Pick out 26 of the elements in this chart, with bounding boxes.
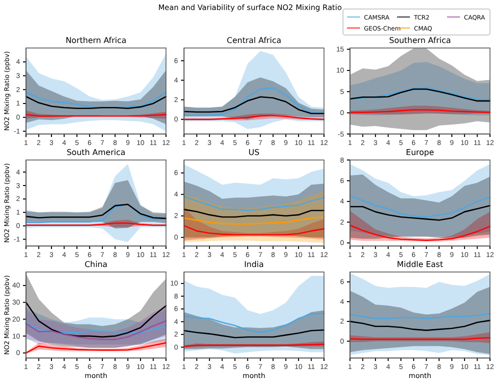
line-series xyxy=(349,224,491,241)
line-series xyxy=(183,87,325,116)
chart-title: US xyxy=(248,148,260,157)
line-series xyxy=(25,342,167,354)
line-series xyxy=(183,208,325,218)
chart-title: Southern Africa xyxy=(389,36,451,45)
line-series xyxy=(25,320,167,340)
line-series xyxy=(183,329,325,338)
chart-title: Central Africa xyxy=(226,36,282,45)
line-series xyxy=(183,216,325,225)
chart-title: China xyxy=(84,260,108,269)
line-series xyxy=(183,96,325,114)
chart-title: Europe xyxy=(406,148,434,157)
line-series xyxy=(183,196,325,212)
line-series xyxy=(183,224,325,236)
line-series xyxy=(349,196,491,218)
chart-title: Northern Africa xyxy=(66,36,127,45)
chart-title: India xyxy=(244,260,264,269)
line-series xyxy=(349,204,491,221)
line-series xyxy=(25,322,167,334)
line-series xyxy=(183,312,325,334)
chart-title: South America xyxy=(66,148,126,157)
line-series xyxy=(25,204,167,224)
chart-title: Middle East xyxy=(396,260,444,269)
line-series xyxy=(25,96,167,109)
line-series xyxy=(25,204,167,220)
